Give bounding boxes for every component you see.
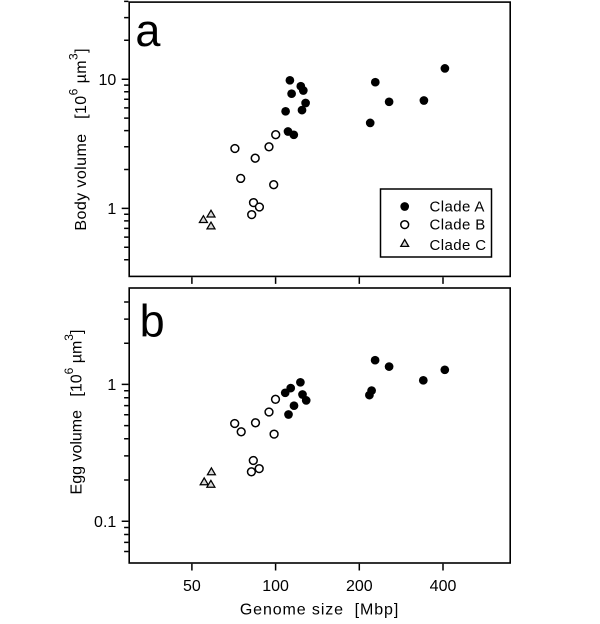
svg-text:50: 50 xyxy=(183,578,201,595)
svg-text:Clade B: Clade B xyxy=(430,216,486,233)
svg-text:a: a xyxy=(135,5,161,56)
svg-text:1: 1 xyxy=(107,377,116,394)
svg-text:1: 1 xyxy=(107,201,116,218)
svg-text:0.1: 0.1 xyxy=(94,514,116,531)
svg-text:400: 400 xyxy=(430,578,457,595)
svg-text:b: b xyxy=(140,296,165,347)
svg-text:10: 10 xyxy=(99,72,117,89)
svg-text:100: 100 xyxy=(262,578,289,595)
svg-text:Clade C: Clade C xyxy=(430,237,487,254)
svg-text:Genome size [Mbp]: Genome size [Mbp] xyxy=(240,602,399,619)
svg-text:200: 200 xyxy=(346,578,373,595)
svg-text:Clade A: Clade A xyxy=(430,199,485,216)
